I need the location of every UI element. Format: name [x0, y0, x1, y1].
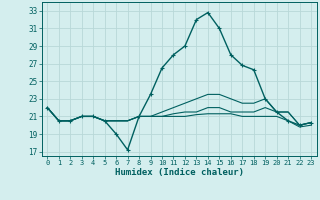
X-axis label: Humidex (Indice chaleur): Humidex (Indice chaleur)	[115, 168, 244, 177]
